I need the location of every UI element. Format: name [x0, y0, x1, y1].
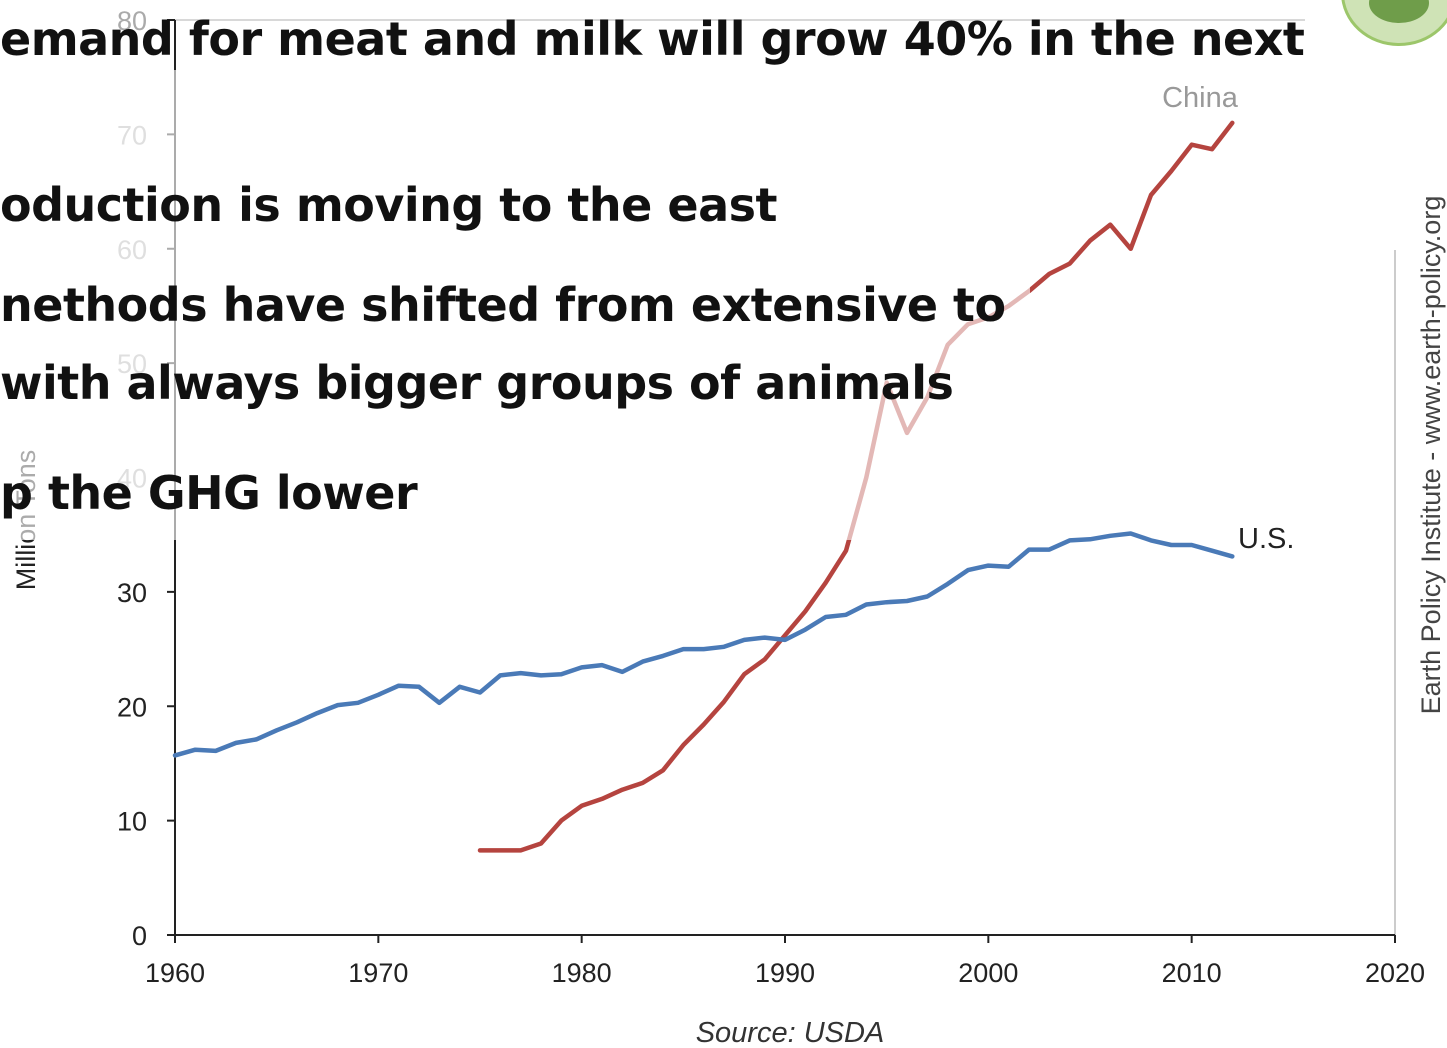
series-label-china: China [1162, 82, 1239, 114]
x-tick-label: 1970 [348, 958, 408, 988]
side-credit: Earth Policy Institute - www.earth-polic… [1416, 196, 1446, 715]
x-tick-label: 1990 [755, 958, 815, 988]
y-tick-label: 0 [132, 921, 147, 951]
y-tick-label: 30 [117, 578, 147, 608]
y-tick-label: 80 [117, 6, 147, 36]
y-tick-label: 10 [117, 807, 147, 837]
bullet-line-3: nethods have shifted from extensive to [0, 278, 1006, 332]
bullet-line-5: p the GHG lower [0, 466, 418, 520]
x-tick-label: 2010 [1162, 958, 1222, 988]
source-note: Source: USDA [696, 1017, 885, 1048]
y-tick-label: 20 [117, 692, 147, 722]
series-line-us [172, 531, 1235, 758]
x-tick-label: 2020 [1365, 958, 1425, 988]
x-tick-label: 1960 [145, 958, 205, 988]
x-tick-label: 1980 [552, 958, 612, 988]
bullet-line-1: emand for meat and milk will grow 40% in… [0, 12, 1305, 66]
bullet-line-4: with always bigger groups of animals [0, 356, 954, 410]
series-labels: China U.S. [1162, 82, 1294, 555]
x-tick-labels: 1960 1970 1980 1990 2000 2010 2020 [145, 958, 1425, 988]
series-label-us: U.S. [1238, 523, 1294, 555]
bullet-line-2: oduction is moving to the east [0, 178, 777, 232]
text-backdrop [0, 70, 1030, 540]
x-tick-label: 2000 [958, 958, 1018, 988]
